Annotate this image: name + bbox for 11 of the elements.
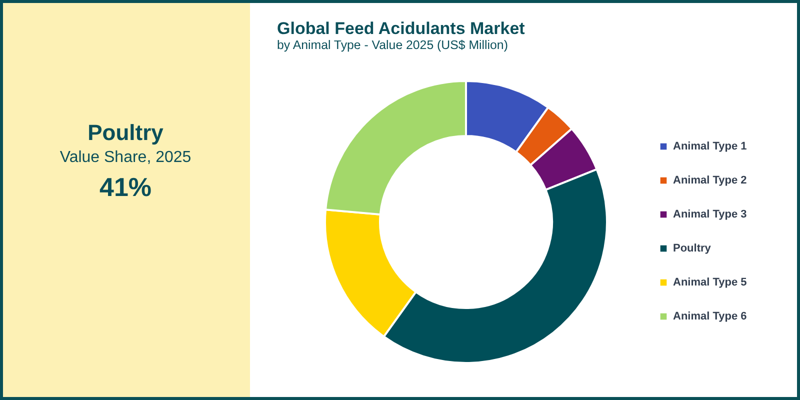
legend-label: Animal Type 1 [673, 140, 747, 152]
legend-label: Animal Type 2 [673, 174, 747, 186]
text: Value Share, 2025 [60, 149, 192, 166]
legend-label: Animal Type 6 [673, 310, 747, 322]
chart-title: Global Feed Acidulants Market [277, 19, 526, 38]
text: 41% [99, 172, 152, 202]
legend-label: Poultry [673, 242, 712, 254]
legend-label: Animal Type 5 [673, 276, 747, 288]
chart-subtitle: by Animal Type - Value 2025 (US$ Million) [277, 38, 508, 52]
text: Poultry [88, 120, 164, 145]
legend-label: Animal Type 3 [673, 208, 747, 220]
